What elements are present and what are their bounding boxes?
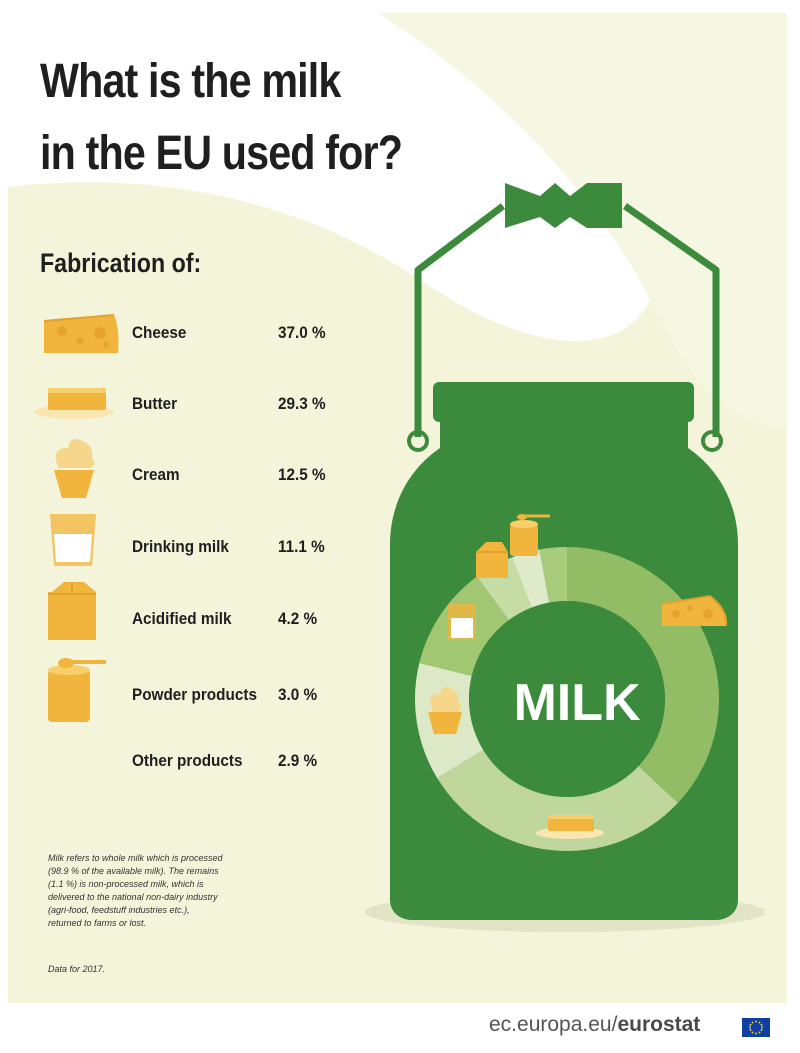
legend-label-powder-products: Powder products	[132, 685, 257, 704]
eu-flag-icon	[742, 1018, 770, 1037]
donut-cheese-icon	[661, 594, 728, 627]
footnote-line: (1.1 %) is non-processed milk, which is	[48, 879, 204, 889]
legend-label-cheese: Cheese	[132, 323, 187, 342]
footer-brand: eurostat	[617, 1013, 701, 1036]
footnote-line: Milk refers to whole milk which is proce…	[48, 853, 223, 863]
cheese-icon	[43, 314, 119, 353]
title-line-2: in the EU used for?	[40, 127, 403, 180]
donut-powder-icon	[510, 514, 550, 556]
data-year-note: Data for 2017.	[48, 964, 106, 974]
donut-cream-icon	[428, 686, 462, 734]
cream-icon	[54, 439, 95, 498]
legend-value-other-products: 2.9 %	[278, 751, 318, 770]
legend-value-drinking-milk: 11.1 %	[278, 537, 325, 556]
donut-slice-other-products	[539, 547, 567, 603]
legend-value-cheese: 37.0 %	[278, 323, 326, 342]
legend-label-drinking-milk: Drinking milk	[132, 537, 229, 556]
donut-butter-icon	[536, 815, 604, 839]
legend-value-butter: 29.3 %	[278, 394, 326, 413]
legend-label-cream: Cream	[132, 465, 180, 484]
footnote-line: delivered to the national non-dairy indu…	[48, 892, 218, 902]
background-sweep	[378, 13, 787, 430]
title-line-1: What is the milk	[40, 55, 341, 108]
section-subtitle: Fabrication of:	[40, 248, 202, 278]
donut-slice-powder-products	[511, 549, 550, 608]
footer-link[interactable]: ec.europa.eu/eurostat	[489, 1013, 700, 1037]
donut-slice-butter	[437, 749, 678, 852]
powder-products-icon	[48, 658, 106, 722]
page-title: What is the milk in the EU used for?	[40, 46, 403, 190]
footnote: Milk refers to whole milk which is proce…	[48, 852, 233, 930]
footnote-line: returned to farms or lost.	[48, 918, 147, 928]
footer-prefix: ec.europa.eu/	[489, 1013, 618, 1036]
donut-center	[469, 601, 665, 797]
legend-label-butter: Butter	[132, 394, 178, 413]
can-lid	[433, 382, 694, 422]
legend-value-acidified-milk: 4.2 %	[278, 609, 318, 628]
can-handle-rivet-right	[701, 430, 723, 452]
acidified-milk-icon	[48, 582, 96, 640]
legend-label-other-products: Other products	[132, 751, 243, 770]
footnote-line: (98.9 % of the available milk). The rema…	[48, 866, 219, 876]
drinking-milk-icon	[50, 514, 96, 566]
footnote-line: (agri-food, feedstuff industries etc.),	[48, 905, 190, 915]
donut-acidified-milk-icon	[476, 542, 508, 578]
legend-value-cream: 12.5 %	[278, 465, 326, 484]
legend-value-powder-products: 3.0 %	[278, 685, 318, 704]
donut-drinking-milk-icon	[448, 604, 476, 640]
legend-label-acidified-milk: Acidified milk	[132, 609, 232, 628]
can-handle	[414, 203, 720, 437]
center-label: MILK	[513, 674, 641, 732]
can-handle-grip	[505, 183, 622, 228]
butter-icon	[34, 388, 114, 419]
can-handle-rivet-left	[407, 430, 429, 452]
